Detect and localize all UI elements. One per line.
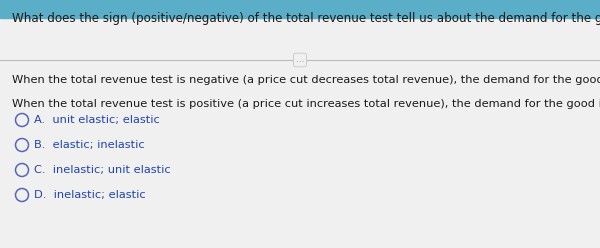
Text: D.  inelastic; elastic: D. inelastic; elastic <box>34 190 146 200</box>
Text: What does the sign (positive/negative) of the total revenue test tell us about t: What does the sign (positive/negative) o… <box>12 12 600 25</box>
Text: ...: ... <box>296 56 304 64</box>
Text: C.  inelastic; unit elastic: C. inelastic; unit elastic <box>34 165 170 175</box>
Text: When the total revenue test is positive (a price cut increases total revenue), t: When the total revenue test is positive … <box>12 98 600 109</box>
Text: When the total revenue test is negative (a price cut decreases total revenue), t: When the total revenue test is negative … <box>12 74 600 85</box>
Text: A.  unit elastic; elastic: A. unit elastic; elastic <box>34 115 160 125</box>
Bar <box>0 0 600 18</box>
Text: B.  elastic; inelastic: B. elastic; inelastic <box>34 140 145 150</box>
